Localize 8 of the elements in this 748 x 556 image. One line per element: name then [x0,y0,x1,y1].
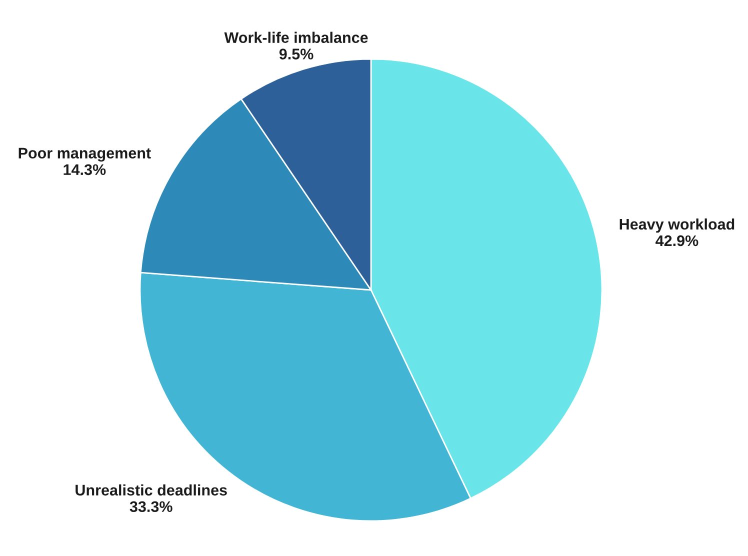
data-label: 9.5% [279,48,314,60]
slice-label: Heavy workload [620,218,734,233]
data-label: 14.3% [64,164,106,176]
data-label: 42.9% [656,235,698,246]
slice-label: Work-life imbalance [224,32,368,44]
data-label: 33.3% [130,501,172,512]
slice-label: Poor management [18,148,151,162]
slice-label: Unrealistic deadlines [76,484,227,496]
